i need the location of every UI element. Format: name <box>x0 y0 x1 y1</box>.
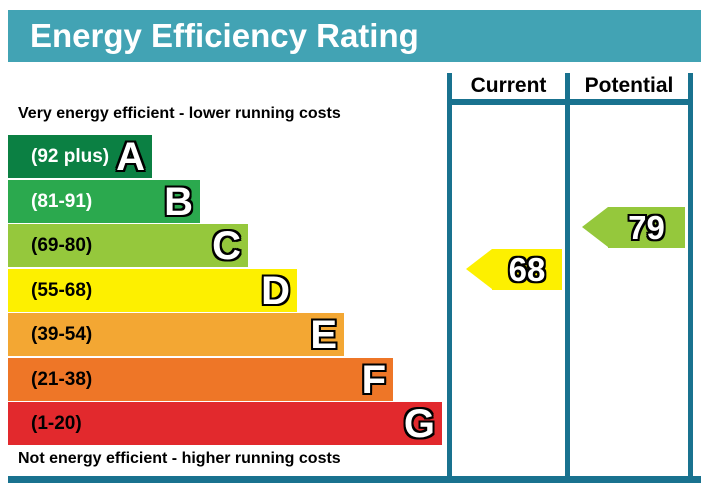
band-b: (81-91) B <box>8 180 200 223</box>
potential-rating-arrow: 79 <box>582 207 685 248</box>
band-c: (69-80) C <box>8 224 248 267</box>
left-arrow-tip-icon <box>582 207 608 247</box>
table-header-underline <box>447 99 693 105</box>
band-range-label: (92 plus) <box>31 145 110 167</box>
band-letter: E <box>310 312 337 357</box>
chart-bottom-border <box>8 476 701 483</box>
potential-rating-value: 79 <box>608 207 685 248</box>
band-e: (39-54) E <box>8 313 344 356</box>
current-rating-arrow: 68 <box>466 249 562 290</box>
page-title: Energy Efficiency Rating <box>30 17 419 54</box>
band-range-label: (69-80) <box>31 234 93 256</box>
potential-column-header: Potential <box>584 73 674 97</box>
top-note: Very energy efficient - lower running co… <box>18 105 341 122</box>
bottom-note: Not energy efficient - higher running co… <box>18 450 341 467</box>
band-g: (1-20) G <box>8 402 442 445</box>
table-border-left <box>447 73 452 476</box>
band-letter: F <box>361 357 386 402</box>
left-arrow-tip-icon <box>466 249 492 289</box>
table-border-right <box>688 73 693 476</box>
band-letter: D <box>261 268 290 313</box>
band-letter: C <box>212 223 241 268</box>
band-range-label: (39-54) <box>31 323 93 345</box>
band-letter: B <box>164 179 193 224</box>
band-range-label: (1-20) <box>31 412 82 434</box>
title-bar: Energy Efficiency Rating <box>8 10 701 62</box>
table-border-middle <box>565 73 570 476</box>
band-range-label: (55-68) <box>31 279 93 301</box>
current-rating-value: 68 <box>492 249 562 290</box>
band-d: (55-68) D <box>8 269 297 312</box>
current-column-header: Current <box>470 73 547 97</box>
band-range-label: (81-91) <box>31 190 93 212</box>
band-f: (21-38) F <box>8 358 393 401</box>
band-letter: G <box>403 401 435 446</box>
band-letter: A <box>116 134 145 179</box>
band-a: (92 plus) A <box>8 135 152 178</box>
band-range-label: (21-38) <box>31 368 93 390</box>
